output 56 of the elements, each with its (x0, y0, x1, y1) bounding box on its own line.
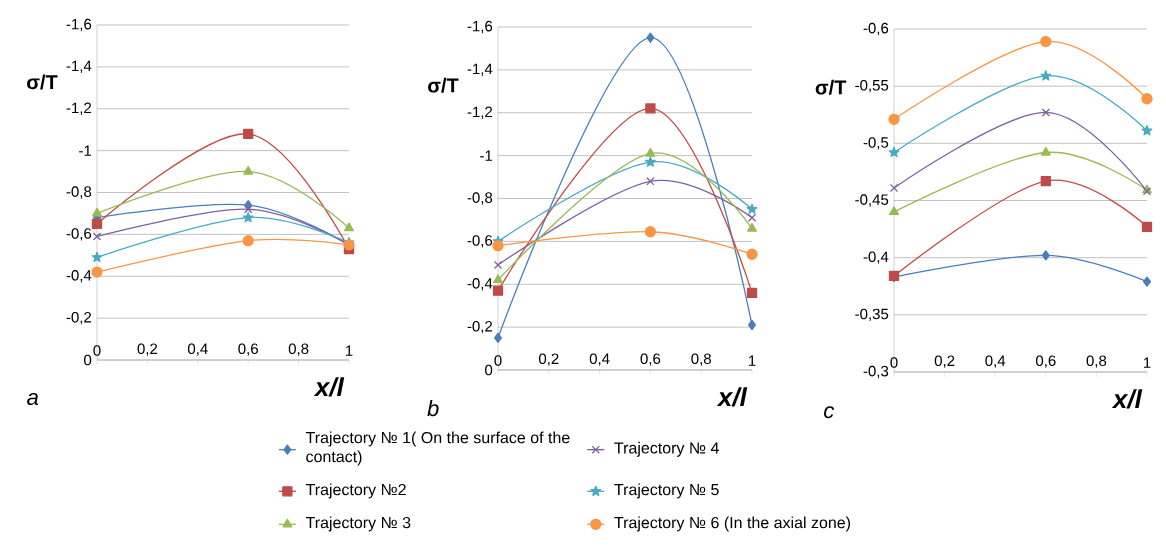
x-axis-title: x/l (313, 377, 345, 397)
text: a (27, 393, 39, 406)
y-tick-label: -0,8 (467, 192, 493, 205)
x-tick-label: 1 (1143, 357, 1151, 368)
x-tick-label: 0,2 (934, 355, 955, 368)
x-axis-title: x/l (716, 387, 748, 407)
x-tick-label: 0,4 (589, 353, 610, 366)
x-tick-label: 0 (890, 357, 898, 368)
y-tick-label: -1,4 (467, 63, 493, 76)
y-tick-label: -0,5 (863, 137, 889, 150)
y-axis-title: σ/T (815, 79, 847, 95)
x-tick-label: 0,8 (1086, 355, 1107, 368)
y-axis-title: σ/T (428, 77, 459, 93)
y-tick-label: -0,6 (863, 22, 889, 36)
x-tick-label: 0 (93, 345, 101, 356)
y-tick-label: -0,45 (855, 194, 889, 207)
legend-label: Trajectory № 1( On the surface of the contact) (305, 431, 570, 466)
x-tick-label: 0,8 (288, 343, 309, 356)
text: c (824, 406, 835, 419)
y-tick-label: -1,2 (66, 102, 92, 115)
y-tick-label: -0,2 (66, 311, 92, 325)
y-tick-label: -0,4 (66, 270, 92, 283)
y-tick-label: -0,55 (855, 79, 889, 93)
y-tick-label: -0,2 (467, 320, 493, 334)
y-tick-label: -1 (79, 145, 92, 156)
x-tick-label: 0,2 (137, 343, 158, 356)
legend-label: Trajectory № 3 (305, 516, 411, 532)
x-tick-label: 0,4 (187, 343, 208, 356)
y-axis-title: σ/T (27, 74, 58, 90)
text: b (427, 400, 439, 417)
y-tick-label: -1,2 (467, 106, 493, 119)
y-tick-label: -1,6 (66, 18, 92, 32)
y-tick-label: -0,3 (863, 365, 889, 379)
x-tick-label: 0,8 (691, 353, 711, 366)
y-tick-label: -0,8 (66, 186, 92, 199)
y-tick-label: -1,4 (66, 60, 92, 73)
y-tick-label: -0,35 (855, 308, 889, 322)
y-tick-label: -0,6 (467, 235, 493, 248)
y-tick-label: -0,4 (863, 251, 889, 264)
x-tick-label: 0,6 (238, 343, 258, 356)
legend-label: Trajectory №2 (305, 483, 406, 499)
legend-label: Trajectory № 6 (In the axial zone) (614, 516, 851, 532)
x-tick-label: 0,2 (538, 353, 559, 366)
y-tick-label: -1 (480, 150, 493, 161)
y-tick-label: -1,6 (467, 20, 493, 34)
x-tick-label: 1 (748, 355, 756, 366)
legend-label: Trajectory № 5 (614, 483, 719, 499)
x-tick-label: 0,4 (985, 355, 1006, 368)
x-tick-label: 0,6 (640, 353, 661, 366)
y-tick-label: -0,4 (467, 278, 493, 291)
y-tick-label: -0,6 (66, 228, 92, 241)
x-tick-label: 1 (345, 345, 353, 356)
x-tick-label: 0,6 (1035, 355, 1056, 368)
x-axis-title: x/l (1111, 389, 1143, 409)
x-tick-label: 0 (494, 355, 502, 366)
legend-label: Trajectory № 4 (614, 441, 719, 457)
